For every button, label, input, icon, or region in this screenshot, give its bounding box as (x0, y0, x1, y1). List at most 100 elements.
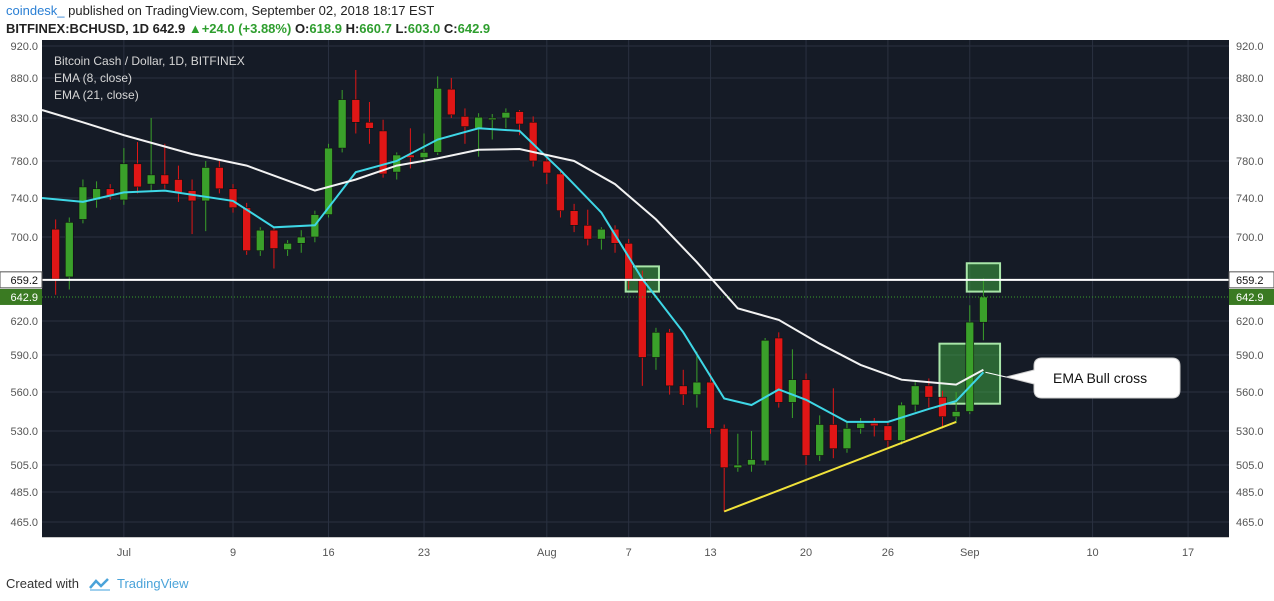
y-tick-label-right: 920.0 (1236, 41, 1264, 53)
high-label: H: (345, 21, 360, 36)
x-tick-label: Jul (117, 547, 131, 559)
candle-body (842, 428, 852, 449)
time-axis-border (42, 537, 1229, 538)
candle-body (815, 424, 824, 456)
y-tick-label-left: 700.0 (10, 232, 38, 244)
candle-body (979, 296, 988, 323)
price-tag-right-label: 659.2 (1236, 275, 1264, 287)
candle-body (146, 174, 156, 185)
candle-body (665, 332, 674, 387)
y-tick-label-right: 740.0 (1236, 193, 1264, 205)
time-axis-panel (42, 537, 1229, 568)
axes-layer: 920.0 920.0 880.0 880.0 830.0 830.0 780.0 780.0… (0, 41, 1274, 559)
last-price: 642.9 (152, 21, 186, 36)
tradingview-brand-link[interactable]: TradingView (117, 576, 189, 591)
up-triangle-icon: ▲ (188, 21, 202, 36)
candles-layer (51, 70, 988, 512)
candle-body (378, 130, 388, 175)
high-value: 660.7 (359, 21, 392, 36)
candle-body (283, 243, 292, 250)
support-trendline (723, 420, 957, 513)
y-tick-label-right: 830.0 (1236, 113, 1264, 125)
y-tick-label-right: 620.0 (1236, 316, 1264, 328)
candle-body (678, 385, 688, 395)
price-tag-left (0, 288, 42, 305)
tradingview-logo-icon (89, 578, 110, 591)
close-label: C: (443, 21, 458, 36)
y-tick-label-right: 700.0 (1236, 232, 1264, 244)
y-tick-label-left: 590.0 (10, 350, 38, 362)
candle-body (938, 396, 947, 418)
x-tick-label: 20 (800, 547, 812, 559)
candle-body (788, 379, 797, 403)
candle-body (351, 99, 361, 123)
chart-area[interactable]: 920.0 920.0 880.0 880.0 830.0 830.0 780.0 780.0… (0, 40, 1274, 568)
callout-pointer (985, 371, 1007, 378)
candle-body (51, 228, 60, 280)
candle-body (569, 210, 579, 226)
candle-body (542, 160, 552, 174)
candle-body (228, 188, 238, 209)
y-tick-label-left: 780.0 (10, 156, 38, 168)
publish-info: published on TradingView.com, September … (64, 3, 435, 18)
candle-body (597, 228, 606, 240)
candle-body (419, 152, 429, 158)
low-label: L: (395, 21, 408, 36)
candle-body (801, 379, 811, 456)
candle-body (747, 459, 756, 466)
candle-body (133, 163, 142, 188)
y-tick-label-left: 740.0 (10, 193, 38, 205)
candle-body (296, 236, 306, 244)
y-tick-label-left: 880.0 (10, 73, 38, 85)
price-tag-left (0, 271, 43, 289)
x-tick-label: 23 (418, 547, 430, 559)
x-tick-label: 16 (322, 547, 334, 559)
price-change: +24.0 (+3.88%) (201, 21, 292, 36)
y-tick-label-right: 530.0 (1236, 426, 1264, 438)
candle-body (965, 321, 975, 412)
candle-body (651, 332, 661, 358)
candle-body (910, 385, 920, 406)
legend-title: Bitcoin Cash / Dollar, 1D, BITFINEX (54, 54, 245, 68)
open-value: 618.9 (309, 21, 342, 36)
author-link[interactable]: coindesk_ (6, 3, 65, 18)
legend-ema21: EMA (21, close) (54, 88, 139, 102)
candle-body (760, 339, 770, 462)
price-tag-left-label: 642.9 (10, 292, 38, 304)
overlay-layer (42, 278, 1229, 513)
close-value: 642.9 (457, 21, 491, 36)
y-tick-label-left: 505.0 (10, 460, 38, 472)
candle-body (201, 167, 210, 202)
price-tag-left-label: 659.2 (10, 275, 38, 287)
candle-body (337, 99, 347, 149)
y-tick-label-right: 505.0 (1236, 460, 1264, 472)
y-tick-label-left: 560.0 (10, 387, 38, 399)
candle-body (856, 422, 865, 429)
candle-body (433, 88, 442, 153)
candle-body (951, 411, 961, 417)
candle-body (719, 428, 729, 468)
y-tick-label-left: 620.0 (10, 316, 38, 328)
y-tick-label-left: 530.0 (10, 426, 38, 438)
candle-body (501, 112, 511, 119)
price-tag-right (1229, 288, 1274, 305)
callout-shape (1005, 357, 1181, 399)
candle-body (365, 122, 374, 129)
y-tick-label-right: 485.0 (1236, 487, 1264, 499)
open-label: O: (294, 21, 310, 36)
candle-body (256, 229, 265, 251)
ema-layer (41, 109, 985, 423)
candle-body (528, 122, 538, 162)
candle-body (870, 422, 879, 427)
candle-body (924, 385, 934, 398)
candle-body (487, 117, 497, 121)
x-tick-label: 9 (230, 547, 236, 559)
ohlc-line: BITFINEX:BCHUSD, 1D 642.9 ▲+24.0 (+3.88%… (6, 21, 490, 36)
y-tick-label-left: 465.0 (10, 517, 38, 529)
ema8-line (41, 127, 985, 423)
candle-body (883, 425, 893, 441)
candle-body (515, 111, 524, 125)
candlestick-chart[interactable]: 920.0 920.0 880.0 880.0 830.0 830.0 780.0 780.0… (0, 40, 1274, 568)
ema21-line (41, 109, 984, 386)
candle-body (174, 179, 183, 193)
